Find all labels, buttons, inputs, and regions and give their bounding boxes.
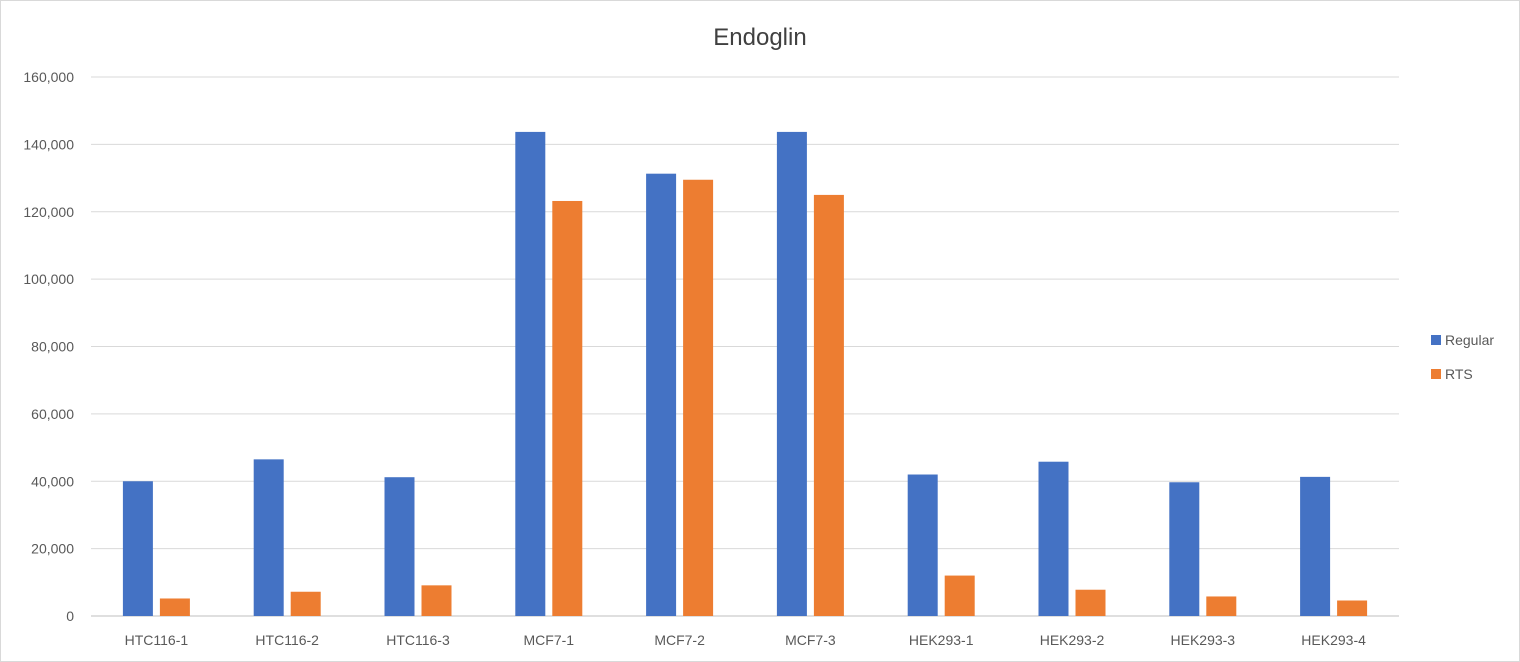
x-tick-label: HEK293-4 [1301, 632, 1366, 648]
bar-regular-hek293-3 [1169, 482, 1200, 616]
y-tick-label: 20,000 [31, 541, 74, 557]
y-tick-label: 120,000 [23, 204, 74, 220]
bar-rts-htc116-3 [421, 585, 452, 616]
y-tick-label: 160,000 [23, 69, 74, 85]
x-tick-label: MCF7-2 [654, 632, 705, 648]
legend-label-rts: RTS [1445, 366, 1473, 382]
x-tick-label: MCF7-3 [785, 632, 836, 648]
y-tick-label: 100,000 [23, 271, 74, 287]
bar-rts-htc116-1 [159, 598, 190, 616]
legend-label-regular: Regular [1445, 332, 1494, 348]
x-axis: HTC116-1 HTC116-2 HTC116-3 MCF7-1 MCF7-2 MCF7… [125, 632, 1366, 648]
bar-rts-hek293-1 [944, 575, 975, 616]
bar-regular-htc116-1 [122, 481, 153, 616]
x-tick-label: HTC116-3 [386, 632, 450, 648]
y-tick-label: 80,000 [31, 339, 74, 355]
legend-swatch-rts [1431, 369, 1441, 379]
bar-regular-hek293-1 [907, 474, 938, 616]
bar-regular-mcf7-1 [515, 131, 546, 616]
bars [122, 131, 1368, 617]
legend: Regular RTS [1431, 332, 1494, 382]
x-tick-label: MCF7-1 [524, 632, 575, 648]
x-tick-label: HEK293-1 [909, 632, 974, 648]
bar-rts-htc116-2 [290, 591, 321, 616]
bar-regular-mcf7-2 [646, 173, 677, 617]
bar-regular-mcf7-3 [776, 131, 807, 616]
x-tick-label: HEK293-3 [1171, 632, 1236, 648]
gridlines [91, 76, 1399, 617]
bar-regular-htc116-2 [253, 459, 284, 616]
x-tick-label: HTC116-1 [125, 632, 189, 648]
y-tick-label: 140,000 [23, 136, 74, 152]
bar-rts-mcf7-2 [683, 179, 714, 616]
x-tick-label: HTC116-2 [255, 632, 319, 648]
y-tick-label: 0 [66, 608, 74, 624]
bar-regular-htc116-3 [384, 477, 415, 616]
bar-rts-mcf7-3 [813, 194, 844, 616]
y-axis: 0 20,000 40,000 60,000 80,000 100,000 120,000 1… [23, 69, 74, 624]
bar-rts-hek293-3 [1206, 596, 1237, 616]
legend-swatch-regular [1431, 335, 1441, 345]
bar-rts-mcf7-1 [552, 200, 583, 616]
bar-rts-hek293-2 [1075, 589, 1106, 616]
y-tick-label: 40,000 [31, 473, 74, 489]
chart-title: Endoglin [713, 24, 806, 51]
bar-regular-hek293-2 [1038, 461, 1069, 616]
y-tick-label: 60,000 [31, 406, 74, 422]
bar-regular-hek293-4 [1300, 476, 1331, 616]
x-tick-label: HEK293-2 [1040, 632, 1105, 648]
bar-rts-hek293-4 [1337, 600, 1368, 616]
